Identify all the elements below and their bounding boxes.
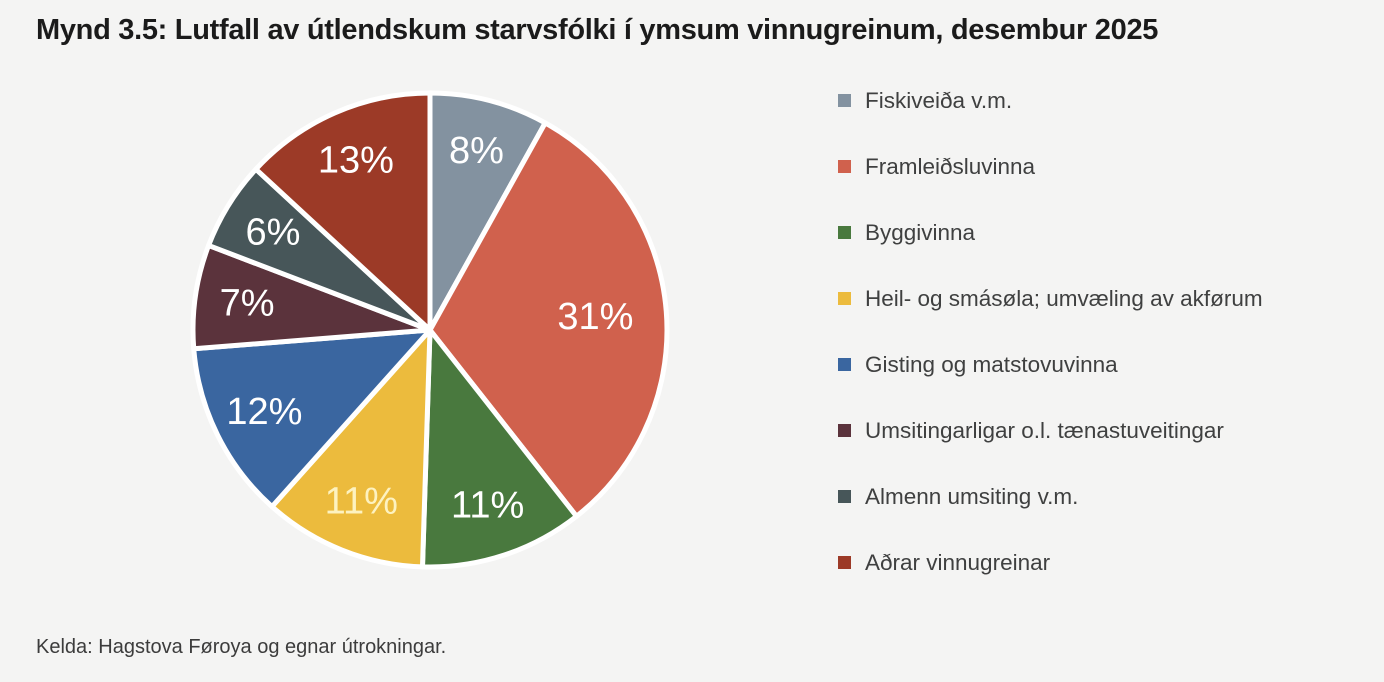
legend-label: Gisting og matstovuvinna [865,352,1118,377]
legend-label: Byggivinna [865,220,976,245]
slice-value-label: 11% [325,481,398,523]
slice-value-label: 12% [226,391,302,433]
legend-label: Framleiðsluvinna [865,154,1036,179]
slice-value-label: 7% [220,283,275,325]
slice-value-label: 31% [557,296,633,338]
legend-swatch-icon [838,424,851,437]
legend-item-heil-og-smasola: Heil- og smásøla; umvæling av akførum [838,282,1308,348]
legend-swatch-icon [838,556,851,569]
legend-item-umsitingarligar: Umsitingarligar o.l. tænastuveitingar [838,414,1308,480]
legend-item-byggivinna: Byggivinna [838,216,1308,282]
legend-item-fiskiveida: Fiskiveiða v.m. [838,84,1308,150]
legend-swatch-icon [838,160,851,173]
source-note: Kelda: Hagstova Føroya og egnar útroknin… [36,636,447,658]
pie-slice [427,90,548,333]
pie-slice [191,327,433,510]
pie-chart-svg: 8% 31% 11% 11% 12% 7% 6% 13% [190,90,670,570]
legend-label: Fiskiveiða v.m. [865,88,1013,113]
pie-chart: 8% 31% 11% 11% 12% 7% 6% 13% [160,60,700,600]
slice-value-label: 8% [449,130,504,172]
legend-item-framleidsluvinna: Framleiðsluvinna [838,150,1308,216]
legend-item-almenn-umsiting: Almenn umsiting v.m. [838,480,1308,546]
legend: Fiskiveiða v.m. Framleiðsluvinna Byggivi… [838,84,1308,612]
legend-swatch-icon [838,94,851,107]
legend-swatch-icon [838,358,851,371]
slice-value-label: 13% [318,140,394,182]
legend-label: Umsitingarligar o.l. tænastuveitingar [865,418,1224,443]
slice-value-label: 11% [451,485,524,527]
slice-value-label: 6% [245,212,300,254]
pie-slice [419,327,580,570]
chart-title: Mynd 3.5: Lutfall av útlendskum starvsfó… [36,14,1159,46]
legend-label: Heil- og smásøla; umvæling av akførum [865,286,1263,311]
pie-slice [269,327,433,570]
legend-swatch-icon [838,292,851,305]
legend-swatch-icon [838,490,851,503]
legend-label: Almenn umsiting v.m. [865,484,1079,509]
legend-item-gisting: Gisting og matstovuvinna [838,348,1308,414]
legend-item-adrar-vinnugreinar: Aðrar vinnugreinar [838,546,1308,612]
pie-slice [253,90,433,333]
legend-label: Aðrar vinnugreinar [865,550,1051,575]
pie-slice [427,120,670,519]
legend-swatch-icon [838,226,851,239]
